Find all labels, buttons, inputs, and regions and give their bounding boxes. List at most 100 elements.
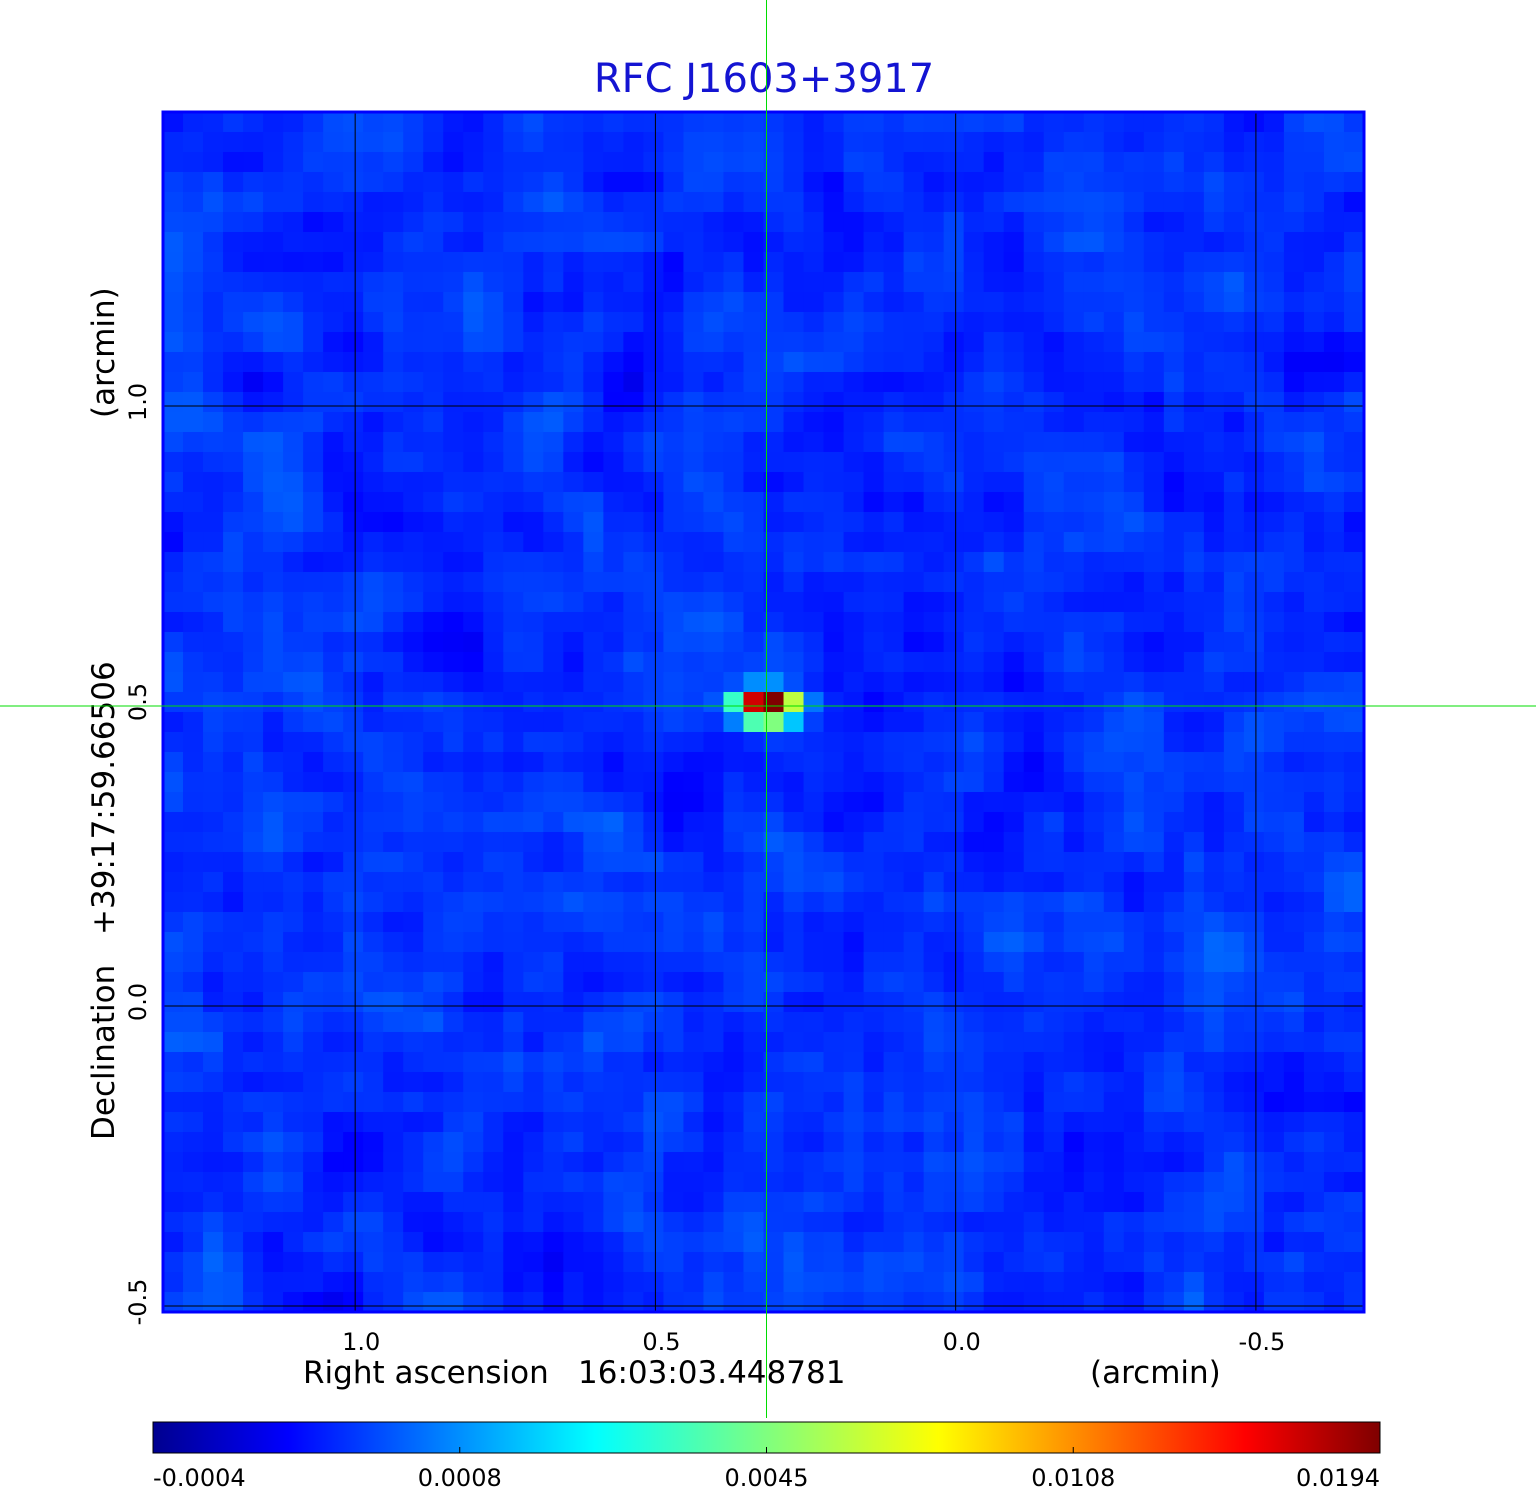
heatmap-cell bbox=[683, 532, 705, 553]
heatmap-cell bbox=[823, 1132, 845, 1153]
heatmap-cell bbox=[943, 872, 965, 893]
heatmap-cell bbox=[243, 292, 264, 313]
heatmap-cell bbox=[1203, 412, 1225, 433]
heatmap-cell bbox=[283, 1292, 304, 1312]
heatmap-cell bbox=[303, 452, 324, 473]
heatmap-cell bbox=[1343, 452, 1364, 473]
heatmap-cell bbox=[703, 972, 725, 993]
heatmap-cell bbox=[943, 472, 965, 493]
heatmap-cell bbox=[643, 252, 665, 273]
heatmap-cell bbox=[223, 112, 244, 133]
heatmap-cell bbox=[603, 632, 624, 653]
heatmap-cell bbox=[403, 372, 424, 393]
heatmap-cell bbox=[483, 332, 504, 353]
heatmap-cell bbox=[1323, 792, 1345, 813]
heatmap-cell bbox=[183, 1112, 204, 1133]
heatmap-cell bbox=[1203, 172, 1225, 193]
heatmap-cell bbox=[343, 212, 364, 233]
heatmap-cell bbox=[723, 112, 745, 133]
heatmap-cell bbox=[963, 1012, 985, 1033]
heatmap-cell bbox=[463, 1052, 484, 1073]
heatmap-cell bbox=[963, 1212, 985, 1233]
heatmap-cell bbox=[1123, 852, 1145, 873]
heatmap-cell bbox=[243, 152, 264, 173]
heatmap-cell bbox=[843, 312, 865, 333]
heatmap-cell bbox=[783, 1172, 805, 1193]
heatmap-cell bbox=[483, 1112, 504, 1133]
heatmap-cell bbox=[1083, 1032, 1105, 1053]
heatmap-cell bbox=[303, 812, 324, 833]
heatmap-cell bbox=[503, 932, 524, 953]
heatmap-cell bbox=[1303, 412, 1325, 433]
heatmap-cell bbox=[343, 1092, 364, 1113]
heatmap-cell bbox=[523, 1112, 544, 1133]
heatmap-cell bbox=[1183, 852, 1205, 873]
heatmap-cell bbox=[323, 412, 344, 433]
heatmap-cell bbox=[943, 212, 965, 233]
heatmap-cell bbox=[1143, 952, 1165, 973]
heatmap-cell bbox=[823, 1012, 845, 1033]
heatmap-cell bbox=[983, 592, 1005, 613]
heatmap-cell bbox=[303, 852, 324, 873]
heatmap-cell bbox=[323, 972, 344, 993]
heatmap-cell bbox=[423, 352, 444, 373]
heatmap-cell bbox=[1163, 1092, 1185, 1113]
heatmap-cell bbox=[703, 292, 725, 313]
heatmap-cell bbox=[543, 292, 564, 313]
heatmap-cell bbox=[623, 612, 644, 633]
heatmap-cell bbox=[643, 1192, 665, 1213]
heatmap-cell bbox=[383, 1092, 404, 1113]
heatmap-cell bbox=[563, 992, 584, 1013]
heatmap-cell bbox=[323, 352, 344, 373]
heatmap-cell bbox=[1023, 852, 1045, 873]
heatmap-cell bbox=[943, 1072, 965, 1093]
heatmap-cell bbox=[983, 272, 1005, 293]
heatmap-cell bbox=[223, 172, 244, 193]
heatmap-cell bbox=[223, 692, 244, 713]
heatmap-cell bbox=[1083, 692, 1105, 713]
heatmap-cell bbox=[263, 732, 284, 753]
heatmap-cell bbox=[943, 1232, 965, 1253]
heatmap-cell bbox=[323, 852, 344, 873]
heatmap-cell bbox=[903, 252, 925, 273]
heatmap-cell bbox=[1343, 352, 1364, 373]
heatmap-cell bbox=[1063, 112, 1085, 133]
heatmap-cell bbox=[1303, 632, 1325, 653]
heatmap-cell bbox=[563, 952, 584, 973]
heatmap-cell bbox=[583, 1252, 604, 1273]
heatmap-cell bbox=[363, 392, 384, 413]
heatmap-cell bbox=[783, 172, 805, 193]
heatmap-cell bbox=[723, 932, 745, 953]
heatmap-cell bbox=[323, 232, 344, 253]
heatmap-cell bbox=[663, 1252, 685, 1273]
heatmap-cell bbox=[1083, 192, 1105, 213]
heatmap-cell bbox=[703, 492, 725, 513]
heatmap-cell bbox=[323, 1092, 344, 1113]
heatmap-cell bbox=[523, 1132, 544, 1153]
heatmap-cell bbox=[1043, 292, 1065, 313]
heatmap-cell bbox=[343, 932, 364, 953]
x-tick-label: -0.5 bbox=[1238, 1328, 1285, 1356]
heatmap-cell bbox=[963, 712, 985, 733]
heatmap-cell bbox=[623, 1032, 644, 1053]
heatmap-cell bbox=[903, 552, 925, 573]
heatmap-cell bbox=[1003, 292, 1025, 313]
heatmap-cell bbox=[1323, 1212, 1345, 1233]
heatmap-cell bbox=[823, 432, 845, 453]
heatmap-cell bbox=[1103, 432, 1125, 453]
heatmap-cell bbox=[1043, 772, 1065, 793]
heatmap-cell bbox=[223, 932, 244, 953]
heatmap-cell bbox=[1263, 592, 1285, 613]
heatmap-cell bbox=[1043, 512, 1065, 533]
heatmap-cell bbox=[1083, 1192, 1105, 1213]
heatmap-cell bbox=[1323, 672, 1345, 693]
heatmap-cell bbox=[663, 1152, 685, 1173]
heatmap-cell bbox=[263, 272, 284, 293]
heatmap-cell bbox=[1203, 712, 1225, 733]
heatmap-cell bbox=[863, 852, 885, 873]
heatmap-cell bbox=[663, 912, 685, 933]
heatmap-cell bbox=[1343, 1032, 1364, 1053]
heatmap-cell bbox=[303, 1172, 324, 1193]
heatmap-cell bbox=[643, 292, 665, 313]
heatmap-cell bbox=[963, 872, 985, 893]
